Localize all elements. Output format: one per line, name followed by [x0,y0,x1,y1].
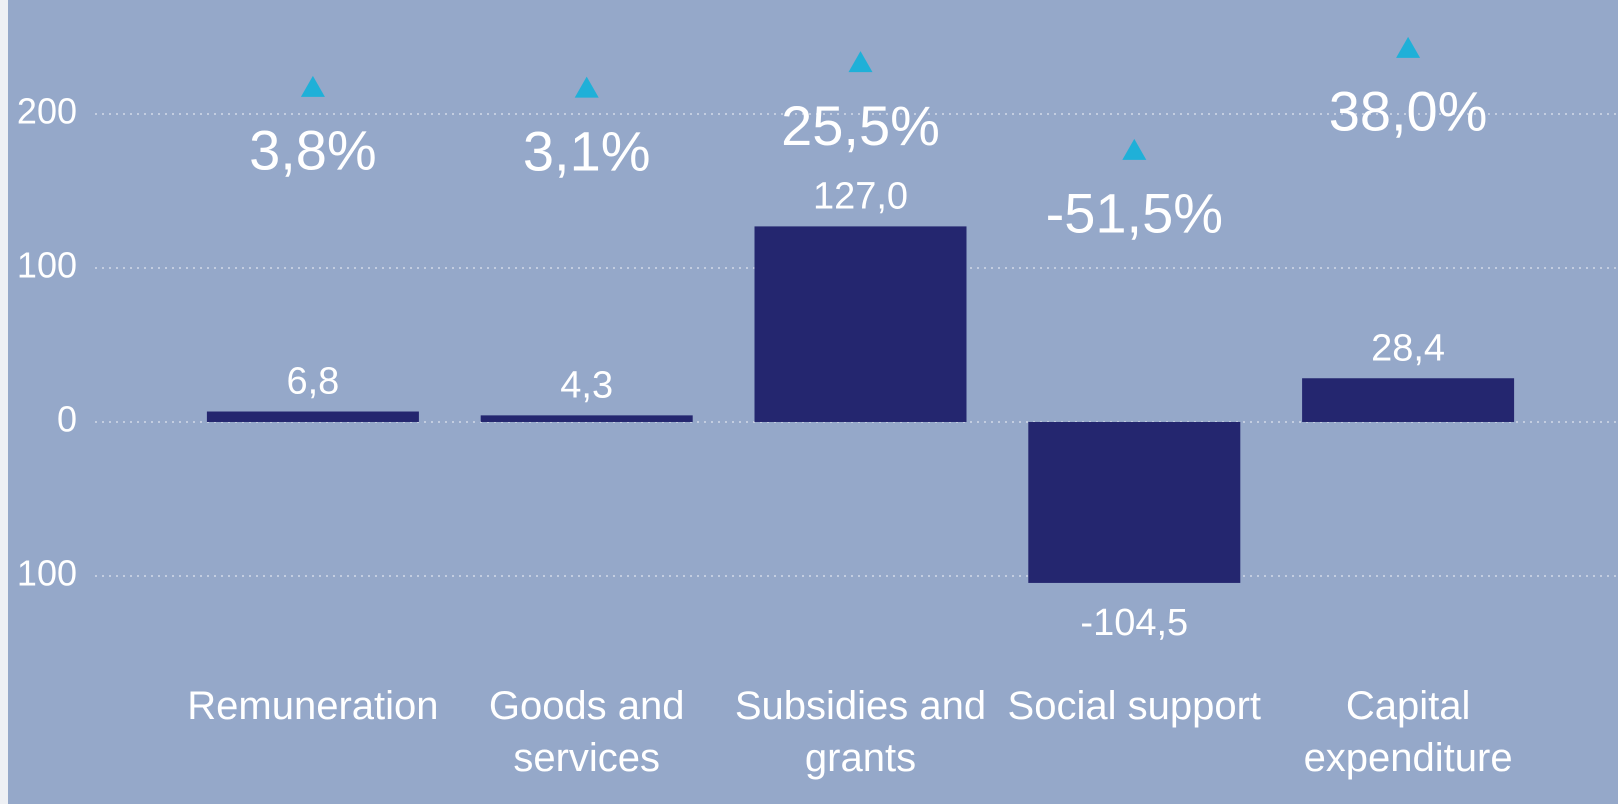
x-tick-label: Remuneration [187,684,439,728]
change-label: -51,5% [1046,182,1223,245]
change-marker [300,75,325,97]
x-tick-label: Capital expenditure [1303,684,1513,780]
x-tick-label: Goods and services [488,684,685,780]
change-marker [1396,36,1421,58]
y-tick-label: 0 [57,399,77,440]
x-tick-label: Subsidies and grants [734,684,987,780]
edge [0,0,8,804]
bar-value-label: -104,5 [1080,602,1188,644]
change-marker [1122,138,1147,160]
change-marker [848,51,873,73]
bar-value-label: 4,3 [560,364,613,406]
y-tick-label: 100 [17,553,77,594]
bar [206,411,419,422]
bar-value-label: 28,4 [1371,327,1445,369]
change-label: 25,5% [781,94,940,157]
bar-value-label: 6,8 [286,361,339,403]
y-tick-label: 200 [17,90,77,131]
change-marker [574,76,599,98]
x-tick-label: Social support [1007,684,1262,728]
bar [1302,378,1515,422]
change-label: 3,1% [523,119,651,182]
y-tick-label: 100 [17,244,77,285]
change-label: 3,8% [249,119,377,182]
change-label: 38,0% [1329,80,1488,143]
bar-value-label: 127,0 [813,175,908,217]
bar [1028,421,1241,583]
bar [754,226,967,422]
bar [480,415,693,422]
